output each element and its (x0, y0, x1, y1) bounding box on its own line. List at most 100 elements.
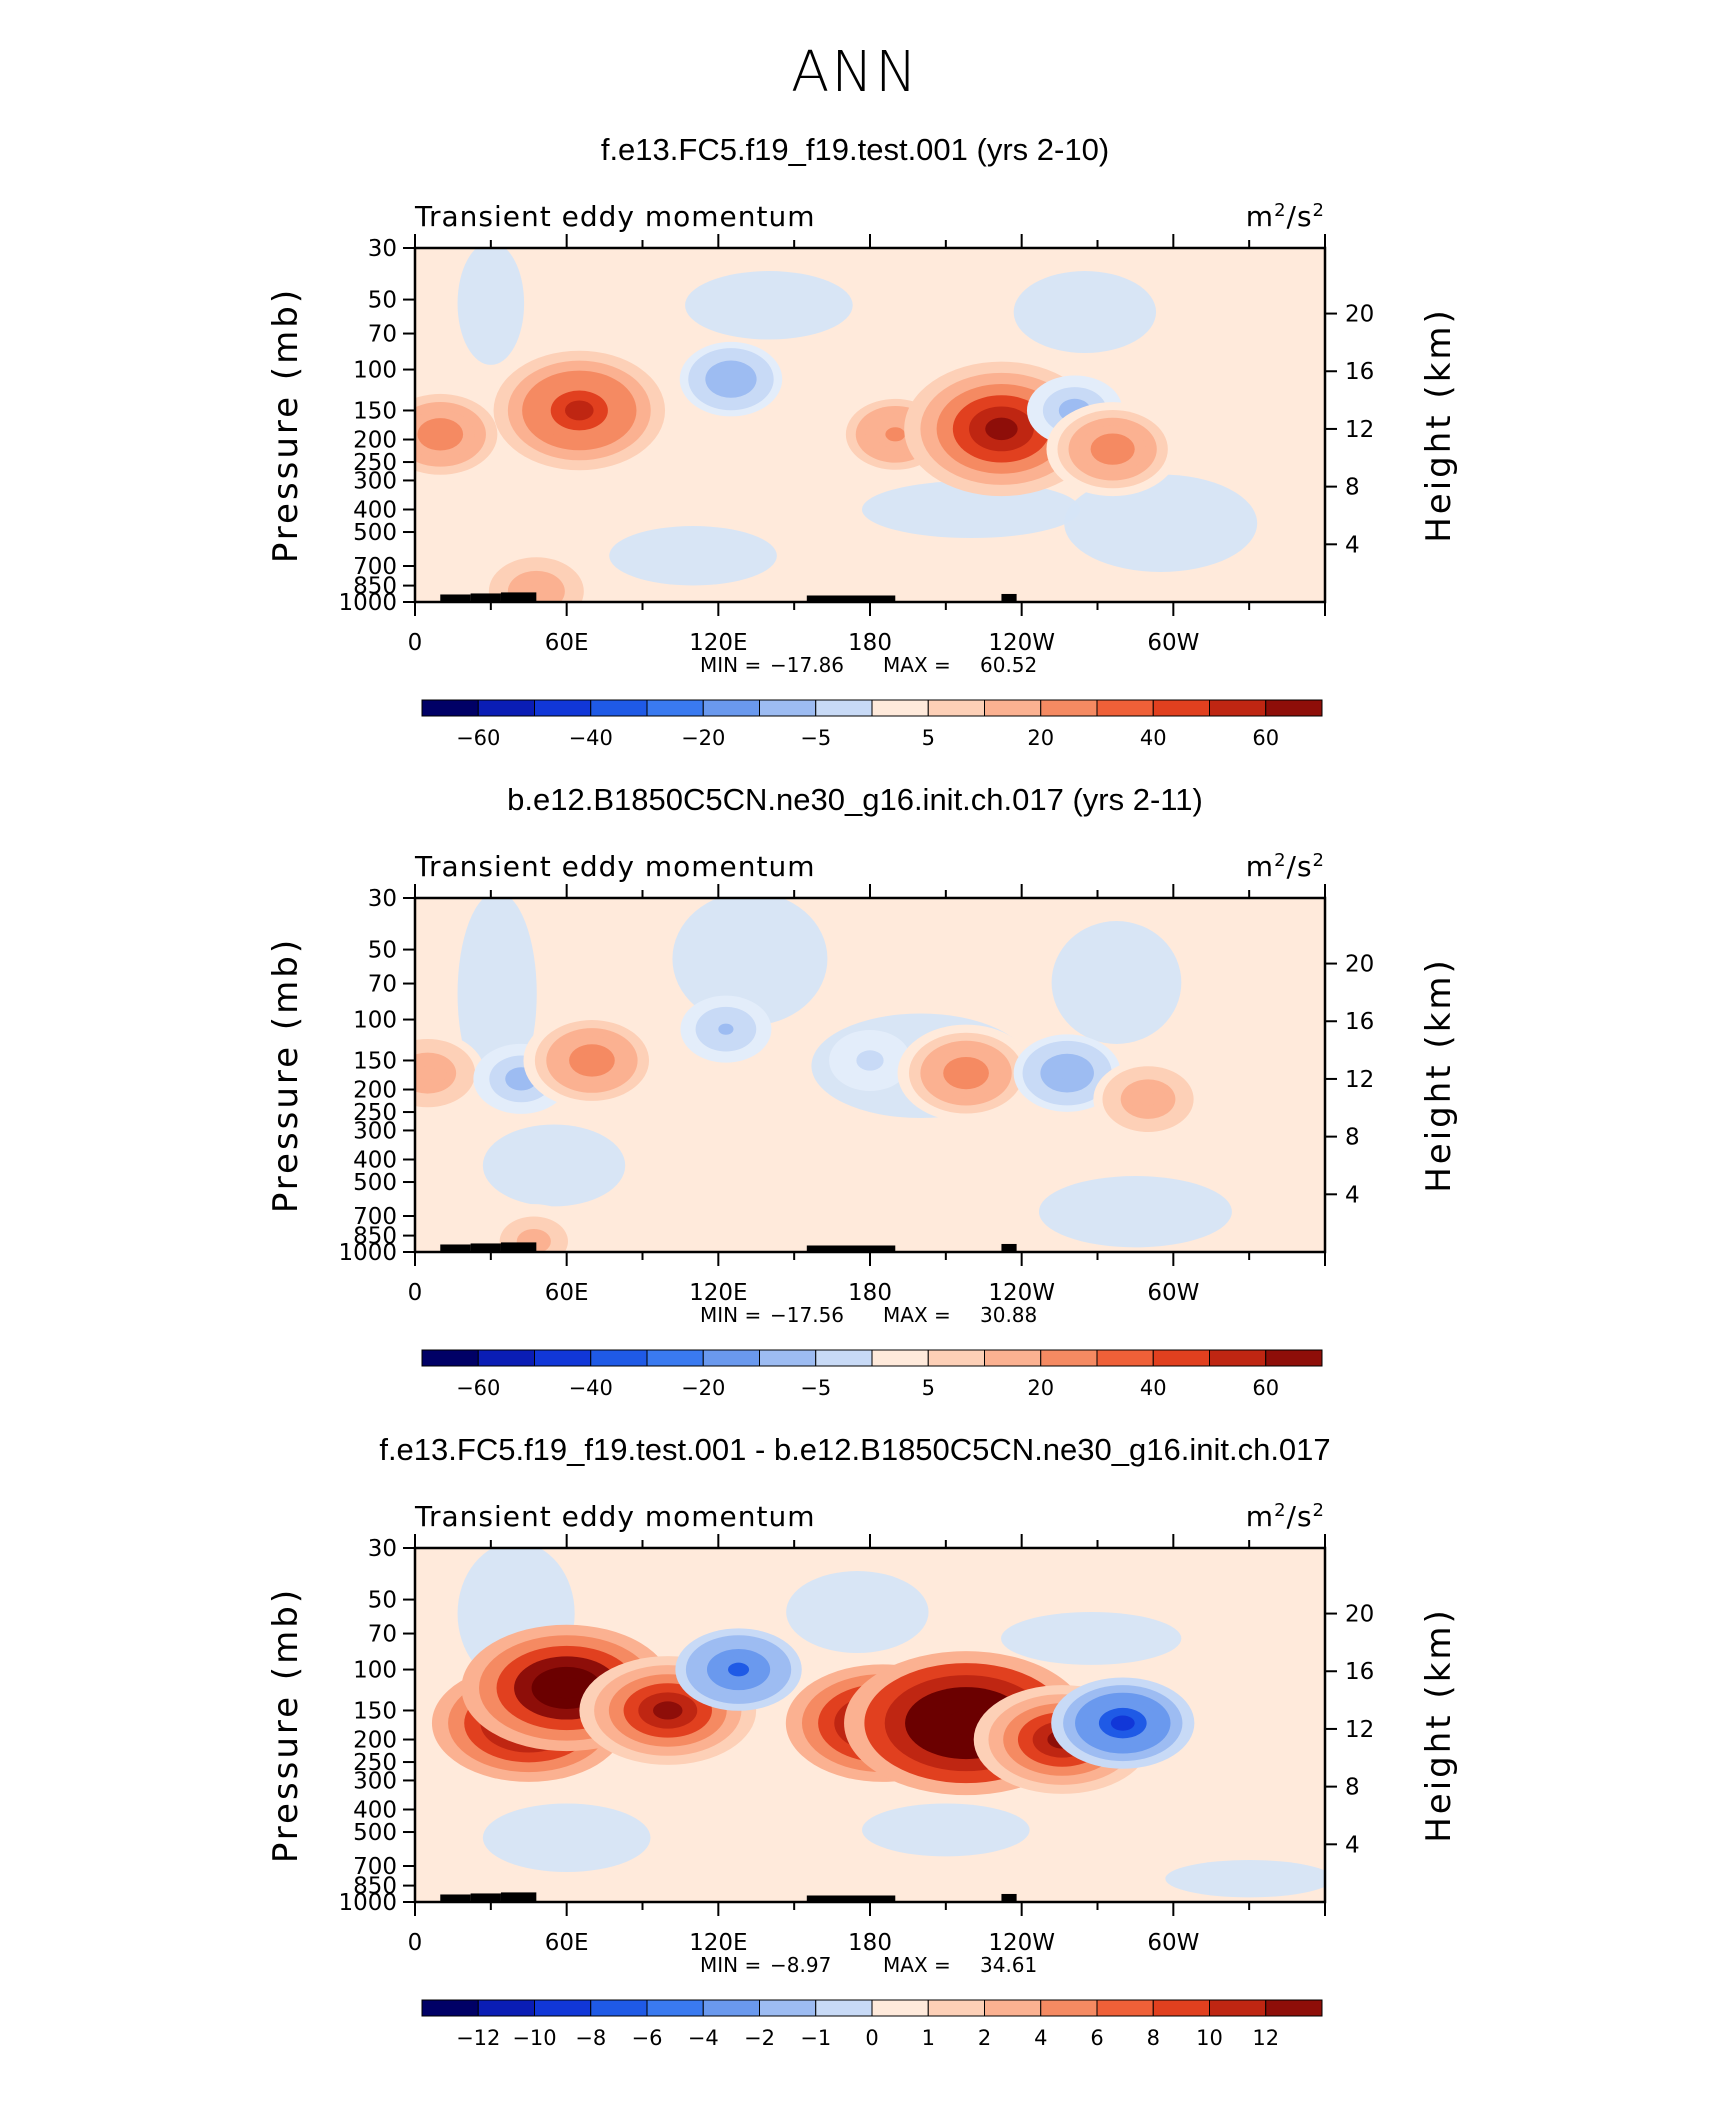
colorbar-label: 40 (1140, 1376, 1167, 1400)
colorbar-label: 6 (1090, 2026, 1103, 2050)
contour-band (653, 1701, 683, 1720)
pressure-tick-label: 700 (353, 554, 397, 580)
pressure-tick-label: 100 (353, 358, 397, 384)
colorbar-label: −5 (800, 1376, 831, 1400)
pressure-tick-label: 400 (353, 497, 397, 523)
topography-mask (440, 594, 471, 602)
colorbar-box (1096, 1999, 1154, 2017)
contour-band (954, 1065, 978, 1082)
colorbar-label: 5 (922, 726, 935, 750)
contour-region-weak (609, 526, 777, 586)
contour-band (513, 1073, 530, 1085)
colorbar-label: −4 (688, 2026, 719, 2050)
colorbar-box (1152, 699, 1210, 717)
topography-mask (440, 1244, 471, 1252)
colorbar-box (1040, 1349, 1098, 1367)
contour-band (1110, 1715, 1135, 1731)
pressure-tick-label: 70 (368, 1622, 397, 1648)
colorbar-box (927, 699, 985, 717)
pressure-tick-label: 30 (368, 236, 397, 262)
height-tick-label: 4 (1345, 1832, 1360, 1858)
pressure-tick-label: 1000 (338, 1240, 397, 1266)
max-value: 34.61 (980, 1953, 1037, 1977)
colorbar-label: 5 (922, 1376, 935, 1400)
height-tick-label: 4 (1345, 532, 1360, 558)
colorbar-label: 60 (1252, 1376, 1279, 1400)
colorbar-label: 60 (1252, 726, 1279, 750)
contour-plot-difference: Transient eddy momentum m2/s2305070100150… (266, 1500, 1459, 2050)
colorbar-box (590, 699, 648, 717)
contour-region-weak (482, 1803, 651, 1872)
colorbar-label: 10 (1196, 2026, 1223, 2050)
panel-title-baseline: b.e12.B1850C5CN.ne30_g16.init.ch.017 (yr… (507, 782, 1203, 817)
colorbar-label: −10 (512, 2026, 556, 2050)
contour-plot-baseline: Transient eddy momentum m2/s2305070100150… (266, 850, 1459, 1400)
lon-tick-label: 120W (988, 1280, 1055, 1306)
colorbar-label: 12 (1252, 2026, 1279, 2050)
height-tick-label: 12 (1345, 1067, 1374, 1093)
colorbar-box (702, 699, 760, 717)
colorbar-label: 8 (1147, 2026, 1160, 2050)
lon-tick-label: 0 (408, 1280, 423, 1306)
max-label: MAX = (883, 653, 951, 677)
colorbar-label: −20 (681, 1376, 725, 1400)
colorbar-box (702, 1999, 760, 2017)
topography-mask (500, 592, 537, 602)
pressure-tick-label: 1000 (338, 1890, 397, 1916)
colorbar-box (1209, 699, 1267, 717)
lon-tick-label: 120E (689, 1930, 747, 1956)
colorbar-box (871, 1349, 929, 1367)
topography-mask (500, 1892, 537, 1902)
units-label: m2/s2 (1246, 200, 1325, 233)
colorbar-box (477, 1999, 535, 2017)
min-value: −17.86 (770, 653, 844, 677)
min-value: −8.97 (770, 1953, 831, 1977)
colorbar-label: −5 (800, 726, 831, 750)
pressure-tick-label: 30 (368, 1536, 397, 1562)
lon-tick-label: 60E (545, 1930, 589, 1956)
colorbar-box (477, 1349, 535, 1367)
height-tick-label: 12 (1345, 1717, 1374, 1743)
height-tick-label: 8 (1345, 1775, 1360, 1801)
pressure-tick-label: 300 (353, 1118, 397, 1144)
colorbar-label: 40 (1140, 726, 1167, 750)
lon-tick-label: 0 (408, 630, 423, 656)
height-tick-label: 8 (1345, 1125, 1360, 1151)
colorbar-box (646, 1999, 704, 2017)
colorbar-box (534, 699, 592, 717)
lon-tick-label: 180 (848, 630, 892, 656)
pressure-tick-label: 300 (353, 468, 397, 494)
min-label: MIN = (700, 653, 761, 677)
colorbar-box (1265, 699, 1323, 717)
topography-mask (1001, 1243, 1017, 1252)
contour-region-weak (862, 480, 1081, 539)
height-tick-label: 16 (1345, 359, 1374, 385)
field-label: Transient eddy momentum (414, 850, 816, 883)
colorbar-box (815, 1349, 873, 1367)
topography-mask (500, 1242, 537, 1252)
contour-band (565, 400, 594, 421)
contour-band (1138, 1092, 1158, 1106)
max-value: 30.88 (980, 1303, 1037, 1327)
colorbar-box (646, 699, 704, 717)
max-label: MAX = (883, 1303, 951, 1327)
pressure-tick-label: 850 (353, 1874, 397, 1900)
y-axis-title-left: Pressure (mb) (266, 1587, 306, 1863)
colorbar-box (759, 1349, 817, 1367)
contour-region-weak (1051, 921, 1182, 1044)
pressure-tick-label: 30 (368, 886, 397, 912)
colorbar-box (1265, 1349, 1323, 1367)
colorbar-label: −6 (632, 2026, 663, 2050)
colorbar-box (590, 1349, 648, 1367)
topography-mask (806, 595, 896, 602)
pressure-tick-label: 150 (353, 1048, 397, 1074)
y-axis-title-right: Height (km) (1419, 957, 1459, 1193)
colorbar-label: 20 (1027, 1376, 1054, 1400)
min-label: MIN = (700, 1953, 761, 1977)
contour-region-weak (482, 1124, 626, 1207)
lon-tick-label: 60W (1147, 630, 1199, 656)
colorbar-box (1209, 1999, 1267, 2017)
colorbar-label: −1 (800, 2026, 831, 2050)
topography-mask (806, 1245, 896, 1252)
pressure-tick-label: 50 (368, 288, 397, 314)
